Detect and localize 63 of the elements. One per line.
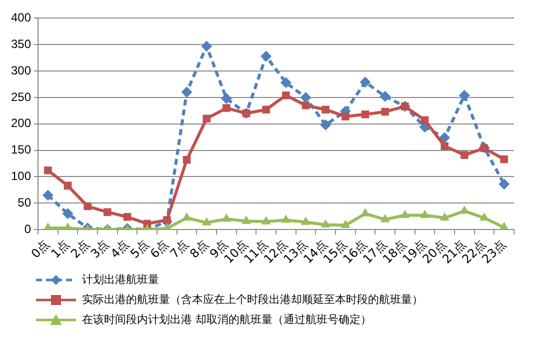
point xyxy=(182,156,191,164)
point xyxy=(380,214,390,222)
y-tick-label: 150 xyxy=(10,142,32,157)
y-tick-label: 400 xyxy=(10,10,32,25)
y-tick-label: 350 xyxy=(10,36,32,51)
legend-label: 在该时间段内计划出港 却取消的航班量（通过航班号确定） xyxy=(82,312,372,328)
point xyxy=(322,106,330,114)
point xyxy=(201,40,212,52)
x-tick-label: 0点 xyxy=(28,237,52,261)
point xyxy=(361,110,370,118)
point xyxy=(342,112,350,120)
point xyxy=(104,208,112,216)
legend-label: 实际出港的航班量（含本应在上个时段出港却顺延至本时段的航班量） xyxy=(82,292,423,308)
point xyxy=(498,178,510,190)
point xyxy=(222,213,232,222)
point xyxy=(302,101,310,110)
point xyxy=(420,210,430,218)
point xyxy=(400,210,410,218)
point xyxy=(380,90,391,102)
point xyxy=(360,208,370,216)
point xyxy=(44,166,52,174)
point xyxy=(439,132,450,144)
point xyxy=(222,104,230,112)
point xyxy=(420,116,429,124)
point xyxy=(261,216,271,224)
point xyxy=(360,76,371,88)
point xyxy=(300,92,312,103)
point xyxy=(62,208,74,220)
point xyxy=(320,219,330,228)
point xyxy=(320,119,332,130)
point xyxy=(440,142,448,150)
point xyxy=(340,220,350,228)
point xyxy=(262,106,270,114)
point xyxy=(260,50,272,62)
point xyxy=(220,93,232,104)
point xyxy=(181,86,192,98)
y-tick-label: 300 xyxy=(10,63,32,78)
point xyxy=(84,202,92,210)
point xyxy=(64,182,72,190)
point xyxy=(381,108,389,116)
point xyxy=(440,212,450,221)
point xyxy=(182,212,192,221)
point xyxy=(300,216,311,225)
point xyxy=(282,91,290,100)
point xyxy=(458,90,470,101)
point xyxy=(202,217,212,226)
point xyxy=(42,190,54,201)
point xyxy=(123,212,132,221)
point xyxy=(202,114,210,122)
point xyxy=(280,77,292,88)
y-tick-label: 250 xyxy=(10,90,32,104)
point xyxy=(281,214,291,223)
y-tick-label: 0 xyxy=(24,222,32,236)
point xyxy=(500,155,508,164)
point xyxy=(460,206,470,214)
point xyxy=(242,216,252,224)
point xyxy=(163,216,171,224)
point xyxy=(499,222,509,230)
point xyxy=(460,151,468,159)
y-tick-label: 200 xyxy=(10,116,32,130)
legend-label: 计划出港航班量 xyxy=(82,272,159,288)
y-tick-label: 100 xyxy=(10,169,32,184)
y-tick-label: 50 xyxy=(18,195,32,210)
